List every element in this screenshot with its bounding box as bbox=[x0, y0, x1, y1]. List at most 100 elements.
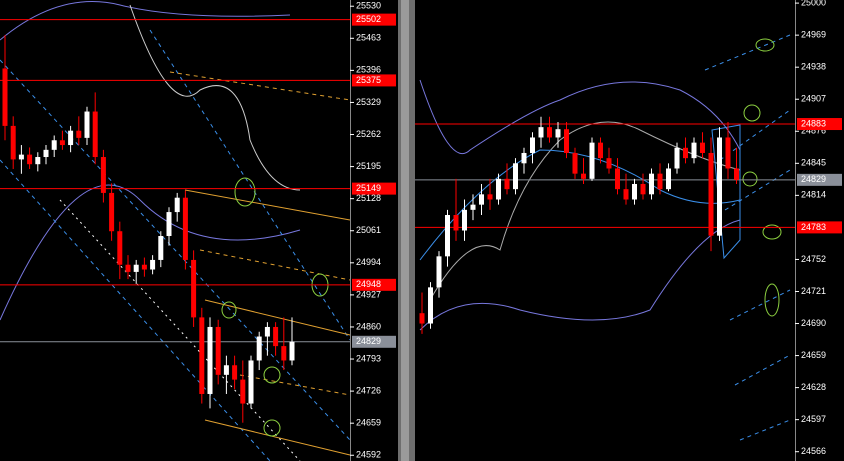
candle-body bbox=[632, 183, 637, 200]
band-line bbox=[429, 121, 741, 301]
candle-body bbox=[264, 326, 270, 337]
y-tick-label: 25000 bbox=[801, 0, 826, 7]
candle-body bbox=[10, 125, 16, 160]
channel-line bbox=[149, 29, 351, 341]
candle-body bbox=[133, 264, 139, 272]
left-drawings bbox=[0, 1, 351, 461]
level-label: 24948 bbox=[356, 279, 381, 289]
channel-line bbox=[719, 109, 791, 161]
y-tick-label: 24814 bbox=[801, 190, 826, 200]
level-label: 24829 bbox=[356, 336, 381, 346]
candle-body bbox=[734, 168, 739, 180]
candle-body bbox=[43, 149, 49, 158]
candle-body bbox=[248, 360, 254, 404]
candle-body bbox=[223, 365, 229, 375]
candle-body bbox=[470, 204, 476, 210]
trend-line bbox=[204, 299, 351, 336]
level-label: 24883 bbox=[801, 118, 826, 128]
candle-body bbox=[479, 194, 484, 205]
level-label: 25375 bbox=[356, 75, 381, 85]
candle-body bbox=[521, 152, 527, 164]
panel-separator-edge bbox=[401, 0, 409, 461]
y-tick-label: 25061 bbox=[356, 225, 381, 235]
band-line bbox=[0, 1, 291, 41]
band-line bbox=[419, 219, 741, 331]
band-line bbox=[0, 184, 301, 321]
trend-line bbox=[169, 71, 351, 101]
y-tick-label: 24938 bbox=[801, 62, 826, 72]
candle-body bbox=[84, 111, 90, 138]
candle-body bbox=[700, 142, 705, 153]
level-label-bg bbox=[797, 221, 842, 234]
candle-body bbox=[182, 197, 188, 260]
y-tick-label: 24927 bbox=[356, 289, 381, 299]
candle-body bbox=[674, 147, 680, 169]
channel-line bbox=[729, 289, 791, 321]
y-tick-label: 25396 bbox=[356, 65, 381, 75]
candle-body bbox=[109, 192, 115, 232]
candle-body bbox=[35, 157, 41, 165]
candle-body bbox=[166, 212, 172, 237]
candle-body bbox=[256, 336, 262, 361]
y-tick-label: 24659 bbox=[801, 350, 826, 360]
marker-ellipse bbox=[234, 177, 256, 207]
candle-body bbox=[615, 168, 620, 190]
level-label-bg bbox=[352, 278, 396, 291]
candle-body bbox=[564, 129, 569, 153]
candle-body bbox=[496, 178, 501, 200]
marker-ellipse bbox=[263, 419, 281, 437]
level-label-bg bbox=[352, 13, 396, 26]
y-tick-label: 24592 bbox=[356, 450, 381, 460]
candle-body bbox=[289, 341, 295, 361]
candle-body bbox=[174, 197, 180, 213]
y-tick-label: 24628 bbox=[801, 382, 826, 392]
candle-body bbox=[708, 152, 714, 236]
right-drawings bbox=[419, 34, 791, 441]
marker-ellipse bbox=[764, 283, 780, 317]
candle-body bbox=[436, 256, 442, 288]
level-label: 25149 bbox=[356, 183, 381, 193]
level-label-bg bbox=[352, 182, 396, 195]
candle-body bbox=[589, 142, 595, 179]
y-tick-label: 24860 bbox=[356, 321, 381, 331]
level-label-bg bbox=[797, 118, 842, 131]
y-tick-label: 25262 bbox=[356, 129, 381, 139]
candle-body bbox=[199, 317, 205, 394]
band-line bbox=[419, 79, 741, 155]
y-tick-label: 24726 bbox=[356, 385, 381, 395]
ma-line bbox=[419, 149, 741, 261]
channel-line bbox=[734, 354, 791, 386]
candle-body bbox=[657, 173, 663, 190]
candle-body bbox=[547, 127, 552, 138]
level-label: 24829 bbox=[801, 174, 826, 184]
y-tick-label: 24876 bbox=[801, 126, 826, 136]
candle-body bbox=[68, 130, 74, 146]
y-tick-label: 24597 bbox=[801, 414, 826, 424]
candle-body bbox=[59, 140, 65, 146]
marker-ellipse bbox=[743, 104, 761, 122]
channel-line bbox=[59, 199, 301, 461]
candle-body bbox=[598, 142, 603, 159]
candle-body bbox=[141, 264, 147, 270]
y-tick-label: 24994 bbox=[356, 257, 381, 267]
y-tick-label: 25463 bbox=[356, 33, 381, 43]
candle-body bbox=[445, 214, 450, 257]
candle-body bbox=[666, 168, 671, 190]
candle-body bbox=[683, 147, 688, 159]
candle-body bbox=[623, 189, 629, 200]
marker-ellipse bbox=[263, 366, 281, 384]
candle-body bbox=[504, 178, 510, 190]
candle-body bbox=[100, 157, 106, 193]
level-label-bg bbox=[352, 74, 396, 87]
y-tick-label: 24690 bbox=[801, 318, 826, 328]
y-tick-label: 25195 bbox=[356, 161, 381, 171]
candle-body bbox=[158, 236, 164, 260]
marker-ellipse bbox=[221, 301, 237, 319]
candle-body bbox=[232, 365, 238, 380]
candle-body bbox=[581, 173, 586, 179]
candle-body bbox=[717, 137, 722, 236]
trend-line bbox=[199, 249, 351, 281]
candle-body bbox=[27, 154, 33, 165]
candle-body bbox=[462, 209, 467, 231]
